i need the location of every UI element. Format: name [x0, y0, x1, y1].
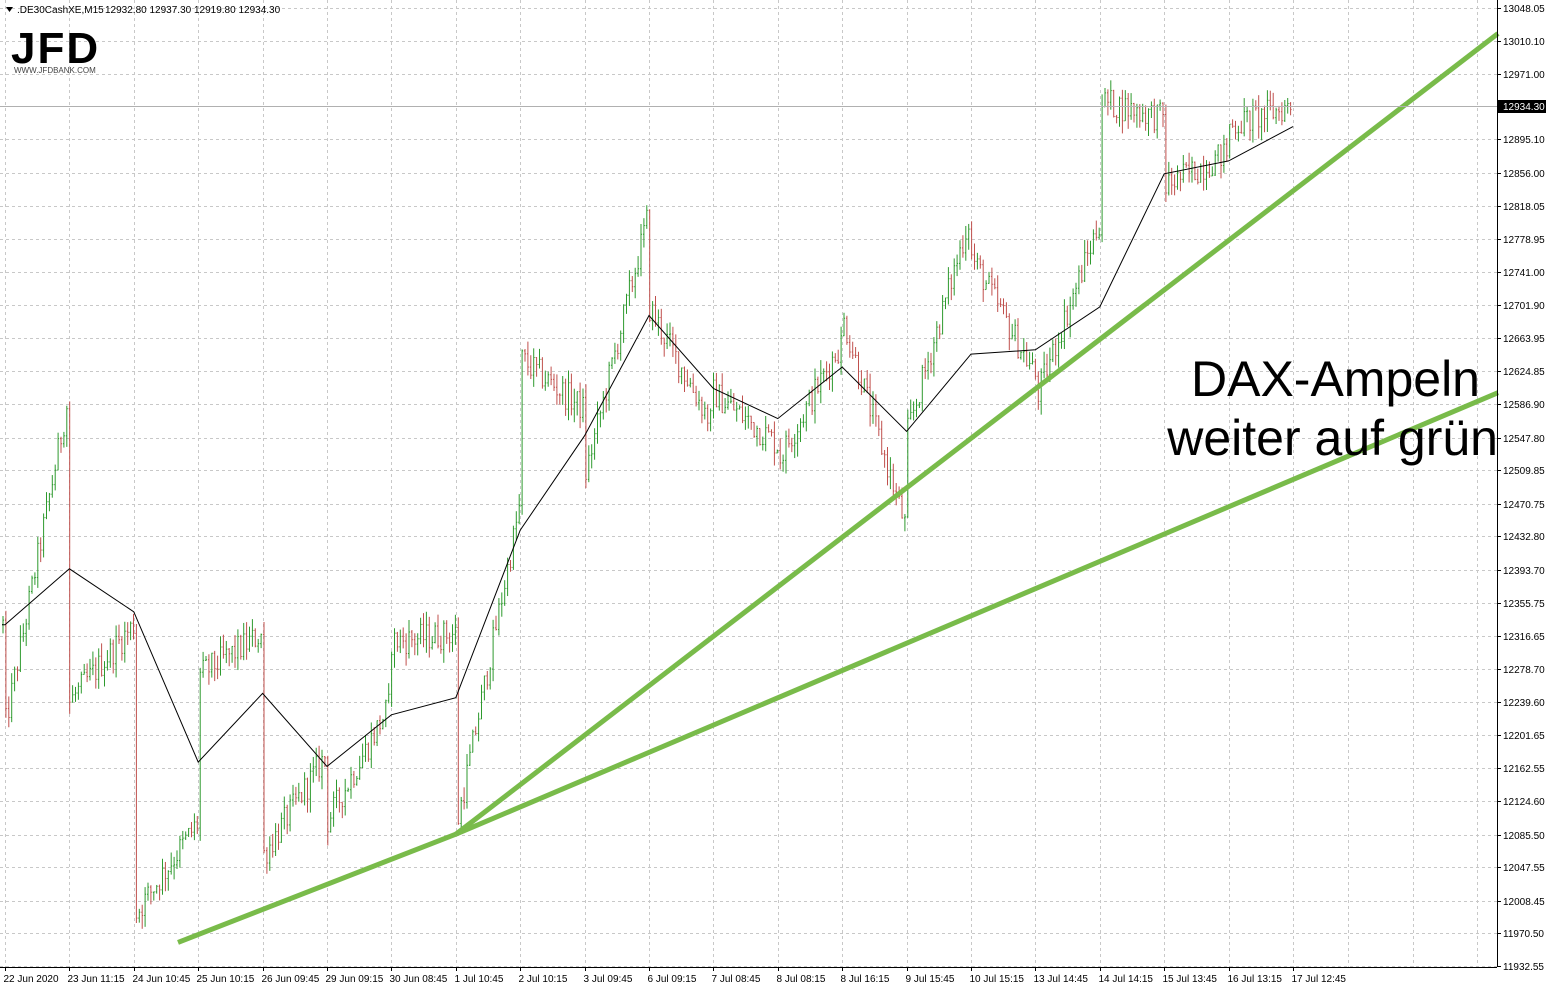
x-tick-label: 17 Jul 12:45 [1292, 974, 1347, 985]
y-tick-label: 13048.05 [1503, 4, 1545, 15]
current-price-marker: 12934.30 [0, 100, 1546, 113]
y-tick-label: 12432.80 [1503, 532, 1545, 543]
x-tick-label: 13 Jul 14:45 [1034, 974, 1089, 985]
y-tick-label: 11970.50 [1503, 929, 1544, 940]
y-tick-label: 12393.70 [1503, 566, 1545, 577]
y-tick-label: 12547.80 [1503, 434, 1545, 445]
x-tick-label: 6 Jul 09:15 [648, 974, 697, 985]
y-tick-label: 12818.05 [1503, 202, 1545, 213]
trendline [454, 31, 1500, 837]
x-tick-label: 8 Jul 08:15 [777, 974, 826, 985]
x-tick-label: 9 Jul 15:45 [906, 974, 955, 985]
ohlc-values: 12932.80 12937.30 12919.80 12934.30 [105, 5, 281, 16]
x-tick-label: 30 Jun 08:45 [390, 974, 448, 985]
logo-brand: JFD [11, 24, 100, 73]
y-tick-label: 12624.85 [1503, 367, 1545, 378]
x-tick-label: 16 Jul 13:15 [1228, 974, 1283, 985]
candles [2, 80, 1292, 929]
moving-average [2, 126, 1294, 768]
dropdown-arrow-icon[interactable] [6, 7, 13, 12]
trendline [177, 831, 457, 945]
y-tick-label: 12586.90 [1503, 400, 1545, 411]
x-tick-label: 24 Jun 10:45 [133, 974, 191, 985]
trendlines [177, 31, 1500, 945]
logo-url: WWW.JFDBANK.COM [14, 66, 96, 75]
current-price-label: 12934.30 [1503, 102, 1545, 113]
y-tick-label: 12663.95 [1503, 334, 1545, 345]
x-tick-label: 26 Jun 09:45 [262, 974, 320, 985]
y-tick-label: 12047.55 [1503, 863, 1545, 874]
y-tick-label: 11932.55 [1503, 962, 1544, 973]
x-tick-label: 3 Jul 09:45 [584, 974, 633, 985]
x-tick-label: 22 Jun 2020 [4, 974, 59, 985]
y-tick-label: 12008.45 [1503, 897, 1545, 908]
annotation: DAX-Ampeln weiter auf grün [1166, 351, 1498, 466]
x-tick-label: 14 Jul 14:15 [1099, 974, 1154, 985]
current-price-box [1498, 100, 1546, 113]
y-tick-label: 12355.75 [1503, 599, 1545, 610]
y-tick-label: 12201.65 [1503, 731, 1545, 742]
y-tick-label: 12971.00 [1503, 70, 1545, 81]
annotation-line-2: weiter auf grün [1166, 410, 1498, 466]
x-tick-label: 25 Jun 10:15 [197, 974, 255, 985]
y-tick-label: 12239.60 [1503, 698, 1545, 709]
x-tick-label: 10 Jul 15:15 [970, 974, 1025, 985]
annotation-line-1: DAX-Ampeln [1191, 351, 1480, 407]
x-tick-label: 2 Jul 10:15 [519, 974, 568, 985]
y-tick-label: 12162.55 [1503, 764, 1545, 775]
y-tick-label: 12701.90 [1503, 301, 1545, 312]
moving-average-line [2, 126, 1294, 768]
x-tick-label: 15 Jul 13:45 [1163, 974, 1218, 985]
y-tick-label: 12470.75 [1503, 500, 1545, 511]
symbol-label: .DE30CashXE,M15 [17, 5, 104, 16]
x-tick-label: 7 Jul 08:45 [712, 974, 761, 985]
x-tick-label: 1 Jul 10:45 [455, 974, 504, 985]
y-tick-label: 12124.60 [1503, 797, 1545, 808]
grid [0, 0, 1497, 967]
x-tick-label: 8 Jul 16:15 [841, 974, 890, 985]
x-tick-label: 23 Jun 11:15 [68, 974, 126, 985]
y-tick-label: 12895.10 [1503, 135, 1545, 146]
logo: JFD WWW.JFDBANK.COM [11, 24, 100, 75]
y-tick-label: 12778.95 [1503, 235, 1545, 246]
y-tick-label: 12085.50 [1503, 831, 1545, 842]
y-tick-label: 12856.00 [1503, 169, 1545, 180]
y-tick-label: 12278.70 [1503, 665, 1545, 676]
y-tick-label: 13010.10 [1503, 37, 1545, 48]
chart-header: .DE30CashXE,M15 12932.80 12937.30 12919.… [6, 5, 281, 16]
x-tick-label: 29 Jun 09:15 [326, 974, 384, 985]
trendline [454, 390, 1499, 837]
y-tick-label: 12741.00 [1503, 268, 1545, 279]
y-tick-label: 12509.85 [1503, 466, 1545, 477]
y-tick-label: 12316.65 [1503, 632, 1545, 643]
